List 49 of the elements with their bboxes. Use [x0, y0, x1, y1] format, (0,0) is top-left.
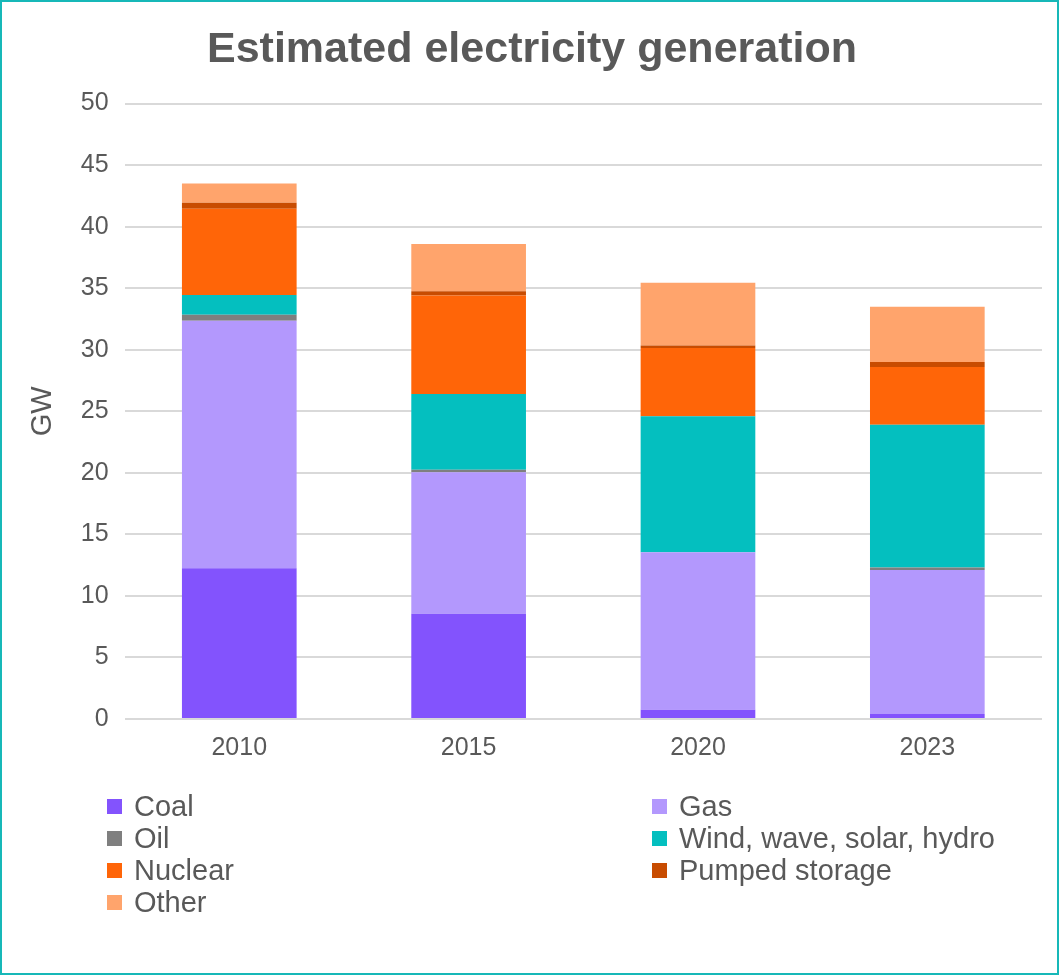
legend-label: Nuclear	[134, 854, 234, 886]
y-tick-label: 10	[80, 579, 109, 608]
bar	[411, 243, 526, 292]
bar	[640, 709, 756, 718]
bar	[640, 345, 756, 348]
y-tick-label: 50	[80, 87, 109, 116]
y-tick-label: 40	[80, 210, 109, 239]
bar	[869, 366, 985, 425]
bar	[869, 362, 985, 367]
y-tick-label: 25	[80, 395, 109, 424]
bar	[181, 294, 297, 315]
bar	[640, 552, 756, 710]
y-axis-title: GW	[25, 385, 58, 437]
bar	[411, 295, 526, 395]
bar	[181, 320, 297, 569]
y-tick-label: 35	[80, 272, 109, 301]
bar	[869, 424, 985, 568]
legend-label: Other	[134, 886, 207, 918]
bar	[640, 282, 756, 346]
y-tick-label: 30	[80, 333, 109, 362]
bar	[181, 208, 297, 295]
bar	[869, 570, 985, 715]
bar	[181, 202, 297, 209]
bar	[869, 714, 985, 718]
x-tick-label: 2015	[440, 731, 497, 760]
legend-label: Gas	[679, 790, 733, 822]
y-tick-label: 0	[94, 702, 109, 731]
legend-label: Wind, wave, solar, hydro	[679, 822, 995, 854]
bar	[411, 472, 526, 614]
legend-label: Oil	[134, 822, 170, 854]
y-tick-label: 5	[94, 641, 109, 670]
bar	[411, 291, 526, 296]
bar	[181, 183, 297, 203]
bar	[181, 314, 297, 321]
bar	[181, 568, 297, 718]
bar	[411, 394, 526, 470]
bar	[411, 613, 526, 718]
y-tick-label: 20	[80, 456, 109, 485]
bar	[640, 416, 756, 553]
x-tick-label: 2023	[899, 731, 956, 760]
bar	[640, 347, 756, 417]
legend-label: Pumped storage	[679, 854, 892, 886]
bar	[869, 306, 985, 363]
y-tick-label: 15	[80, 518, 109, 547]
x-tick-label: 2010	[211, 731, 268, 760]
legend-label: Coal	[134, 790, 194, 822]
chart-title: Estimated electricity generation	[207, 22, 857, 71]
y-tick-label: 45	[80, 149, 109, 178]
x-tick-label: 2020	[670, 731, 726, 760]
